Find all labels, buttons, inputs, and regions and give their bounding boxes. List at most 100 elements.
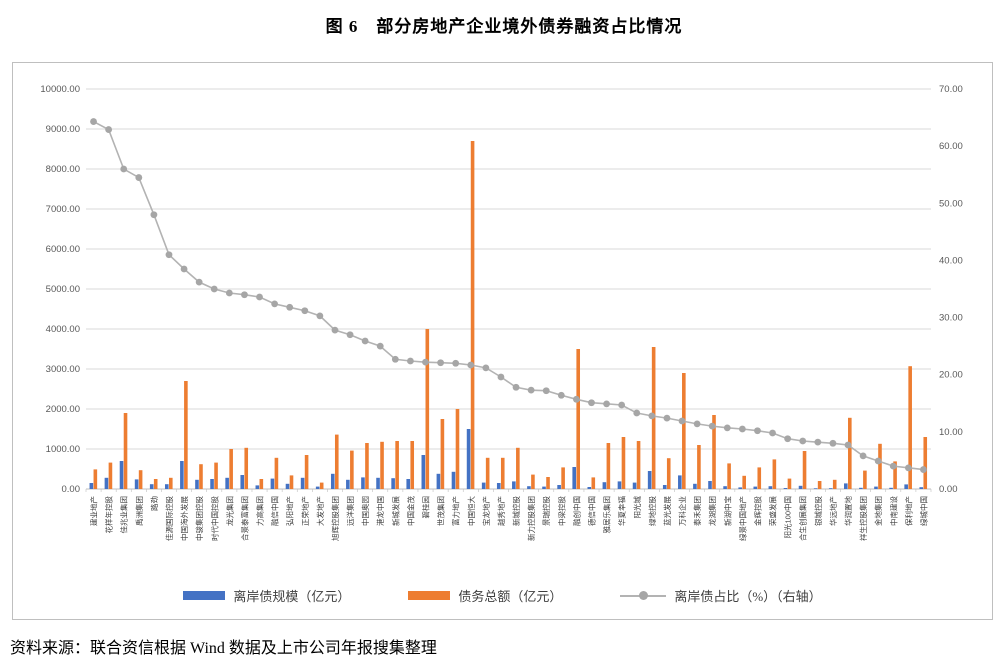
bar-total-debt	[727, 463, 731, 489]
bar-total-debt	[863, 470, 867, 489]
y-left-tick-label: 9000.00	[46, 124, 80, 135]
ratio-point	[723, 424, 731, 432]
ratio-point	[195, 278, 203, 286]
x-category-label: 合生创展集团	[798, 496, 808, 541]
ratio-point	[693, 420, 701, 428]
x-category-label: 绿地控股	[647, 496, 657, 526]
x-category-label: 雅居乐集团	[602, 496, 612, 534]
x-category-label: 荣盛发展	[768, 496, 778, 526]
bar-offshore-debt	[678, 475, 682, 489]
legend-item-ratio: 离岸债占比（%）（右轴）	[620, 586, 822, 605]
chart-title: 图 6 部分房地产企业境外债券融资占比情况	[325, 17, 683, 36]
x-category-label: 中国海外发展	[179, 496, 189, 541]
bar-offshore-debt	[572, 467, 577, 489]
ratio-point	[784, 435, 792, 443]
bar-offshore-debt	[285, 483, 290, 489]
y-left-tick-label: 10000.00	[40, 84, 80, 95]
ratio-point	[105, 126, 113, 133]
chart-frame: 10000.00 9000.00 8000.00 7000.00 6000.00 5000…	[12, 62, 993, 620]
x-category-label: 泰禾集团	[692, 496, 702, 526]
ratio-point	[407, 357, 414, 365]
bar-offshore-debt	[496, 483, 501, 489]
bar-total-debt	[199, 464, 203, 489]
bar-offshore-debt	[89, 483, 94, 489]
bar-offshore-debt	[602, 482, 607, 489]
ratio-point	[165, 251, 173, 259]
x-category-label: 弘阳地产	[285, 496, 295, 526]
legend-item-total: 债务总额（亿元）	[408, 586, 562, 605]
ratio-point	[497, 373, 505, 381]
bar-offshore-debt	[527, 486, 531, 489]
ratio-point	[120, 165, 128, 173]
ratio-point	[889, 462, 897, 470]
bar-total-debt	[138, 470, 143, 489]
bar-total-debt	[244, 447, 249, 489]
ratio-point	[769, 429, 776, 437]
bar-total-debt	[304, 455, 309, 489]
ratio-point	[241, 291, 248, 299]
x-category-label: 新城控股	[511, 496, 521, 526]
bar-total-debt	[229, 449, 233, 489]
bar-total-debt	[772, 459, 777, 489]
x-category-label: 保利地产	[903, 496, 913, 526]
y-right-tick-label: 70.00	[939, 84, 963, 95]
bar-total-debt	[500, 457, 505, 489]
legend-label-ratio: 离岸债占比（%）（右轴）	[674, 589, 822, 604]
bar-total-debt	[802, 451, 807, 489]
bar-total-debt	[848, 417, 852, 489]
ratio-point	[135, 174, 143, 181]
bar-offshore-debt	[240, 475, 245, 489]
bar-offshore-debt	[708, 481, 712, 489]
y-left-tick-label: 7000.00	[46, 204, 80, 215]
bar-offshore-debt	[225, 477, 229, 489]
ratio-point	[859, 452, 867, 460]
bar-total-debt	[606, 443, 611, 489]
bar-offshore-debt	[753, 486, 758, 489]
bar-offshore-debt	[210, 479, 214, 489]
bar-offshore-debt	[768, 486, 773, 489]
bar-total-debt	[440, 419, 445, 489]
bar-total-debt	[893, 461, 897, 489]
ratio-point	[316, 312, 324, 320]
bar-total-debt	[168, 477, 173, 489]
bar-total-debt	[666, 458, 671, 489]
bar-offshore-debt	[889, 487, 893, 489]
ratio-point	[588, 399, 595, 407]
ratio-point	[603, 400, 610, 408]
y-right-tick-label: 10.00	[939, 427, 963, 438]
bar-total-debt	[410, 441, 415, 489]
y-right-tick-label: 30.00	[939, 313, 963, 324]
bar-total-debt	[697, 445, 701, 489]
ratio-line	[93, 120, 924, 471]
y-right-tick-label: 50.00	[939, 198, 963, 209]
x-category-label: 龙光集团	[224, 496, 234, 526]
source-note: 资料来源：联合资信根据 Wind 数据及上市公司年报搜集整理	[10, 640, 437, 657]
bar-offshore-debt	[346, 479, 350, 489]
bar-offshore-debt	[693, 483, 697, 489]
legend-swatch-offshore-icon	[183, 591, 226, 600]
ratio-point	[633, 409, 641, 417]
x-category-label: 旭辉控股集团	[330, 496, 340, 541]
x-category-label: 阳光城	[632, 496, 642, 519]
x-category-label: 新湖中宝	[722, 496, 732, 526]
bar-offshore-debt	[798, 485, 803, 489]
bar-total-debt	[787, 478, 792, 489]
ratio-point	[527, 386, 535, 394]
y-left-tick-label: 2000.00	[46, 404, 80, 415]
bar-total-debt	[561, 467, 565, 489]
bar-total-debt	[546, 477, 550, 489]
bar-offshore-debt	[859, 487, 863, 489]
x-category-label: 花样年控股	[104, 496, 114, 534]
ratio-point	[150, 211, 158, 219]
bar-total-debt	[153, 479, 158, 489]
bar-total-debt	[817, 481, 822, 489]
x-category-label: 金辉控股	[752, 496, 762, 526]
ratio-point	[874, 457, 882, 465]
ratio-point	[573, 395, 580, 403]
ratio-point	[180, 265, 188, 273]
legend-line-marker-icon	[620, 591, 667, 600]
bar-total-debt	[591, 477, 596, 489]
ratio-point	[210, 285, 218, 293]
x-category-label: 路劲	[149, 496, 159, 511]
bar-total-debt	[682, 373, 686, 489]
